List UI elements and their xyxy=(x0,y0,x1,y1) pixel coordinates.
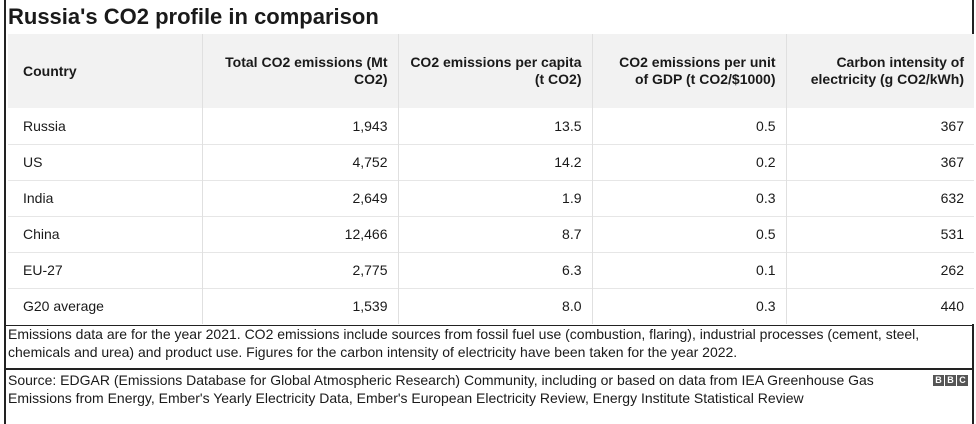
cell-carbon-intensity: 262 xyxy=(785,252,974,288)
cell-total-emissions: 4,752 xyxy=(201,144,398,180)
cell-per-capita: 8.0 xyxy=(397,288,592,324)
comparison-table: Country Total CO2 emissions (Mt CO2) CO2… xyxy=(8,34,974,324)
bbc-logo-block: B xyxy=(945,375,956,386)
bbc-logo-block: C xyxy=(957,375,968,386)
cell-country: US xyxy=(23,154,43,170)
cell-per-gdp: 0.2 xyxy=(591,144,786,180)
cell-total-emissions: 1,539 xyxy=(201,288,398,324)
table-row: China 12,466 8.7 0.5 531 xyxy=(8,216,974,252)
table-row: India 2,649 1.9 0.3 632 xyxy=(8,180,974,216)
cell-per-gdp: 0.3 xyxy=(591,288,786,324)
table-row: G20 average 1,539 8.0 0.3 440 xyxy=(8,288,974,324)
table-row: US 4,752 14.2 0.2 367 xyxy=(8,144,974,180)
cell-country: Russia xyxy=(23,117,66,134)
cell-country: EU-27 xyxy=(23,262,63,278)
cell-per-capita: 14.2 xyxy=(397,144,592,180)
cell-carbon-intensity: 440 xyxy=(785,288,974,324)
header-per-gdp: CO2 emissions per unit of GDP (t CO2/$10… xyxy=(591,34,786,108)
cell-carbon-intensity: 367 xyxy=(785,108,974,144)
source-divider xyxy=(6,368,974,370)
table-row: EU-27 2,775 6.3 0.1 262 xyxy=(8,252,974,288)
header-country: Country xyxy=(23,62,77,79)
table-row: Russia 1,943 13.5 0.5 367 xyxy=(8,108,974,144)
note-divider xyxy=(6,325,974,326)
cell-carbon-intensity: 531 xyxy=(785,216,974,252)
source-text: Source: EDGAR (Emissions Database for Gl… xyxy=(8,372,874,406)
cell-total-emissions: 12,466 xyxy=(201,216,398,252)
header-carbon-intensity: Carbon intensity of electricity (g CO2/k… xyxy=(785,34,974,108)
cell-total-emissions: 2,775 xyxy=(201,252,398,288)
page-title: Russia's CO2 profile in comparison xyxy=(8,4,379,29)
bbc-logo: B B C xyxy=(933,375,968,386)
cell-per-capita: 1.9 xyxy=(397,180,592,216)
footnote: Emissions data are for the year 2021. CO… xyxy=(8,326,920,360)
cell-carbon-intensity: 367 xyxy=(785,144,974,180)
cell-per-gdp: 0.3 xyxy=(591,180,786,216)
cell-per-capita: 6.3 xyxy=(397,252,592,288)
cell-carbon-intensity: 632 xyxy=(785,180,974,216)
cell-per-capita: 8.7 xyxy=(397,216,592,252)
cell-total-emissions: 2,649 xyxy=(201,180,398,216)
cell-per-gdp: 0.5 xyxy=(591,216,786,252)
cell-country: India xyxy=(23,190,54,206)
cell-per-gdp: 0.5 xyxy=(591,108,786,144)
cell-country: G20 average xyxy=(23,298,104,315)
cell-per-capita: 13.5 xyxy=(397,108,592,144)
bbc-logo-block: B xyxy=(933,375,944,386)
cell-country: China xyxy=(23,226,60,242)
table-header-row: Country Total CO2 emissions (Mt CO2) CO2… xyxy=(8,34,974,108)
cell-per-gdp: 0.1 xyxy=(591,252,786,288)
cell-total-emissions: 1,943 xyxy=(201,108,398,144)
header-per-capita: CO2 emissions per capita (t CO2) xyxy=(397,34,592,108)
header-total-emissions: Total CO2 emissions (Mt CO2) xyxy=(201,34,398,108)
